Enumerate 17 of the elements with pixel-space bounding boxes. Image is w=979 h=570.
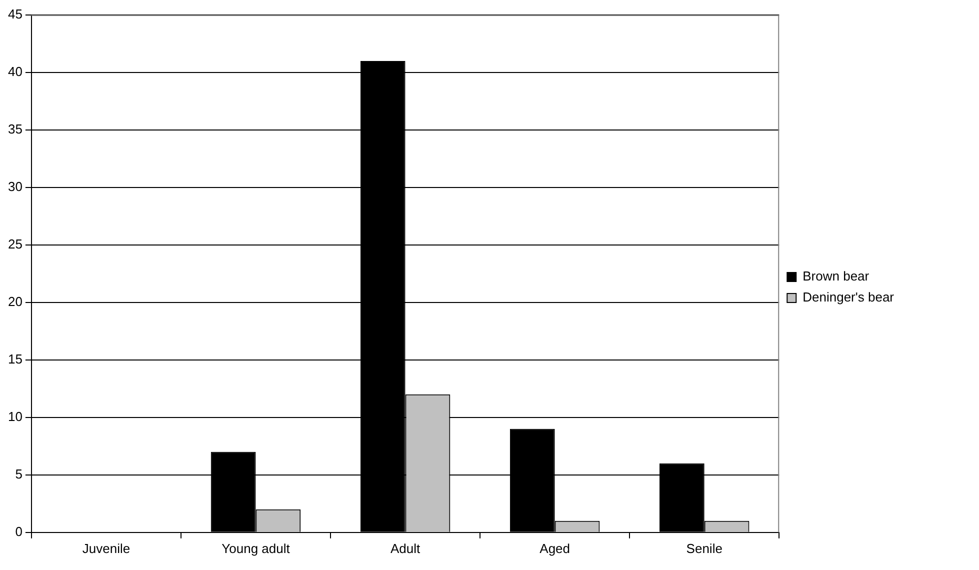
y-tick-label: 25: [8, 236, 22, 252]
x-tick-label: Senile: [686, 540, 722, 556]
legend-label: Brown bear: [802, 268, 870, 284]
y-tick-label: 10: [8, 409, 22, 424]
y-tick-label: 35: [8, 122, 22, 137]
y-tick-label: 40: [8, 64, 22, 80]
x-tick-label: Aged: [540, 540, 570, 556]
y-tick-label: 5: [15, 466, 22, 482]
legend-label: Deninger's bear: [802, 290, 895, 305]
y-tick-label: 0: [15, 524, 22, 539]
y-tick-label: 30: [8, 179, 22, 194]
x-tick-label: Juvenile: [82, 540, 130, 556]
y-tick-label: 20: [8, 294, 22, 310]
x-tick-label: Adult: [390, 540, 420, 556]
y-tick-label: 15: [8, 352, 22, 367]
y-tick-label: 45: [8, 6, 22, 22]
x-tick-label: Young adult: [222, 540, 290, 556]
